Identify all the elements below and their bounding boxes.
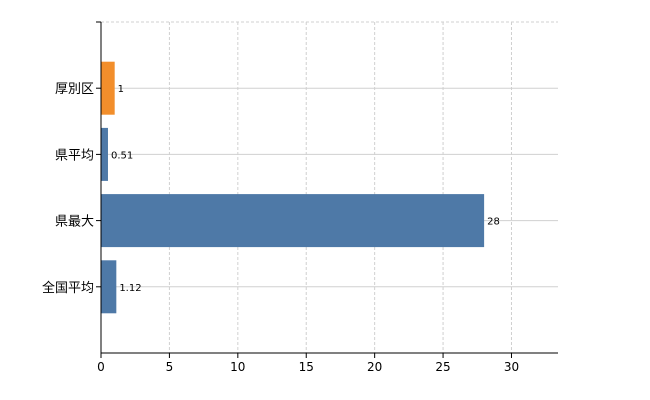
x-tick-label: 30 [504,360,519,374]
x-tick-label: 10 [230,360,245,374]
bar-3 [101,194,485,248]
bar-4 [101,260,117,314]
y-tick-label: 県最大 [55,215,94,230]
bar-2 [101,127,108,181]
data-label: 1 [118,84,124,95]
y-tick-label: 全国平均 [42,280,94,296]
x-tick-label: 5 [166,360,174,374]
data-label: 0.51 [111,150,133,161]
y-tick-label: 県平均 [55,148,94,163]
y-tick-label: 厚別区 [55,82,94,97]
x-tick-label: 20 [367,360,382,374]
data-label: 1.12 [119,283,141,294]
bar-1 [101,61,115,115]
x-tick-label: 0 [97,360,105,374]
x-tick-label: 25 [435,360,450,374]
x-tick-label: 15 [299,360,314,374]
data-label: 28 [487,217,500,228]
